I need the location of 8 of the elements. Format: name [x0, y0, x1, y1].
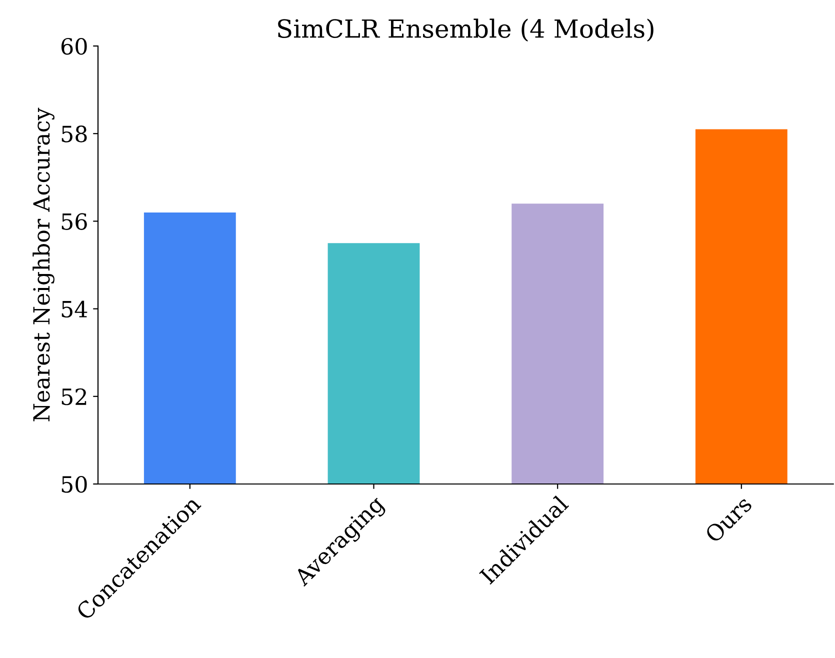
y-tick-label: 52 — [62, 388, 86, 406]
y-tick-label: 50 — [62, 476, 87, 493]
y-tick-label: 56 — [62, 213, 87, 230]
chart-title: SimCLR Ensemble (4 Models) — [278, 18, 654, 42]
y-axis-title: Nearest Neighbor Accuracy — [32, 108, 54, 422]
y-tick-label: 60 — [61, 38, 87, 55]
y-tick-label: 58 — [62, 126, 87, 142]
y-tick-label: 54 — [62, 300, 88, 318]
